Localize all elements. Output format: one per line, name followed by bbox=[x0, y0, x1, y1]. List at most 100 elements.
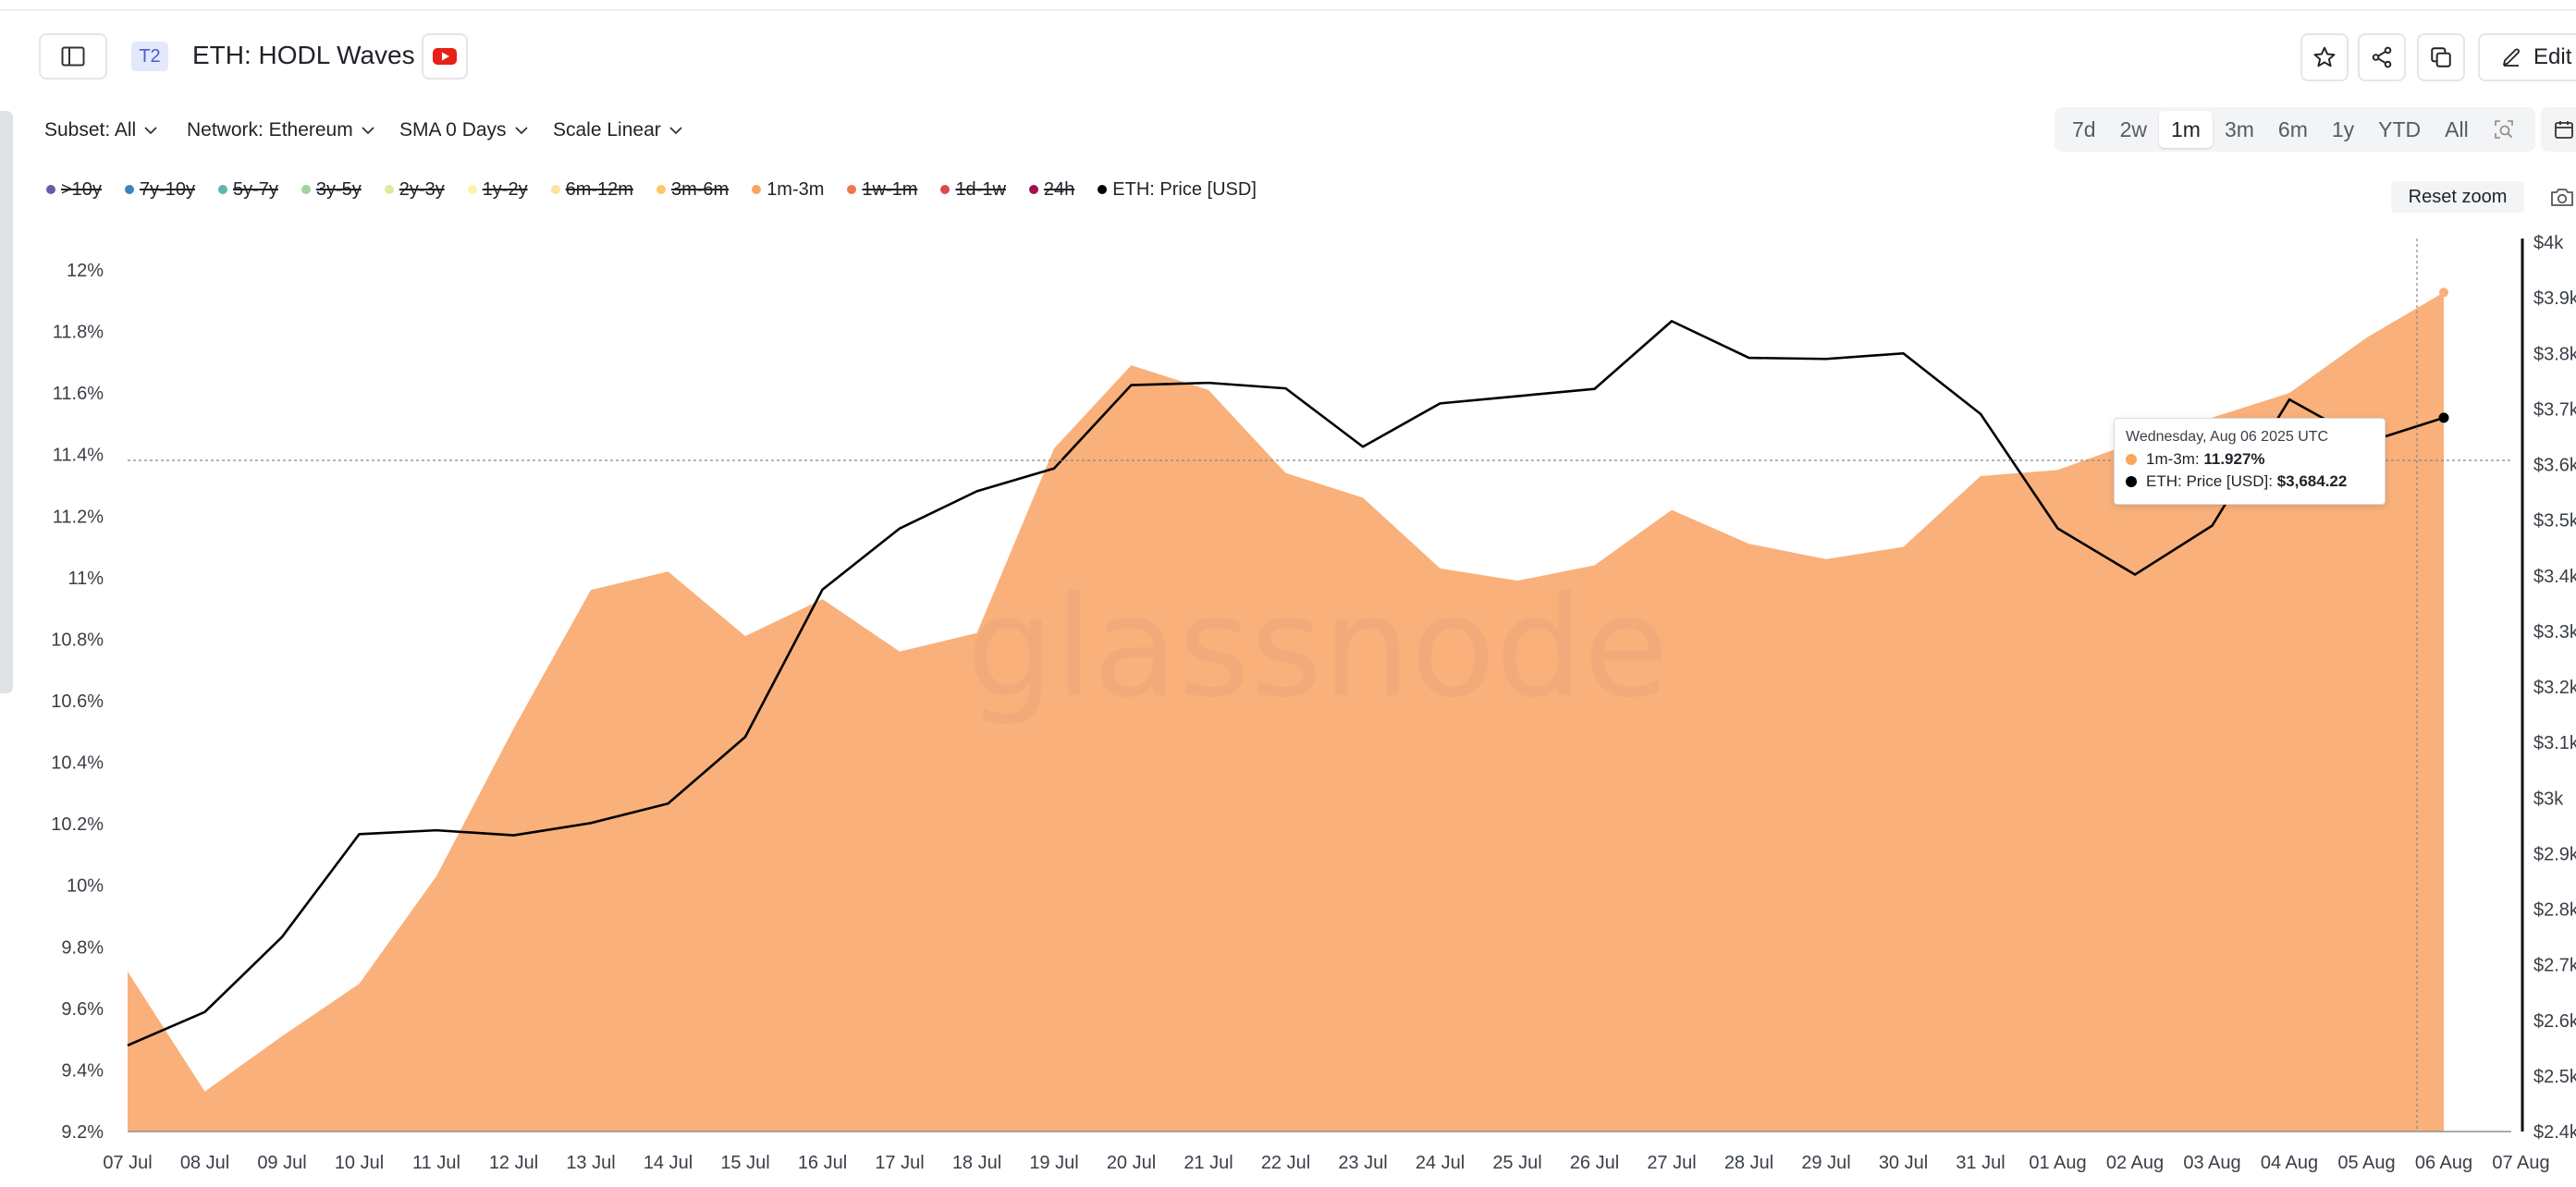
tier-badge: T2 bbox=[131, 42, 168, 71]
network-dropdown[interactable]: Network: Ethereum bbox=[187, 116, 375, 144]
y-right-tick-label: $3.6k bbox=[2533, 456, 2576, 476]
legend-label: 6m-12m bbox=[565, 179, 633, 200]
legend-label: 2y-3y bbox=[399, 179, 445, 200]
y-right-tick-label: $3.4k bbox=[2533, 567, 2576, 587]
tooltip-series-value: $3,684.22 bbox=[2276, 472, 2348, 490]
y-right-tick-label: $3.1k bbox=[2533, 733, 2576, 753]
range-1y[interactable]: 1y bbox=[2331, 116, 2355, 141]
legend-dot bbox=[847, 185, 857, 194]
y-left-tick-label: 10% bbox=[67, 876, 104, 897]
x-tick-label: 27 Jul bbox=[1647, 1153, 1696, 1173]
youtube-button[interactable] bbox=[422, 33, 468, 80]
x-tick-label: 03 Aug bbox=[2183, 1153, 2240, 1173]
legend-item-3y-5y[interactable]: 3y-5y bbox=[301, 176, 362, 203]
y-left-tick-label: 11.6% bbox=[53, 384, 104, 404]
export-image-button[interactable] bbox=[2548, 185, 2576, 209]
scale-dropdown[interactable]: Scale Linear bbox=[553, 116, 683, 144]
x-tick-label: 15 Jul bbox=[720, 1153, 769, 1173]
x-tick-label: 24 Jul bbox=[1416, 1153, 1465, 1173]
range-1m[interactable]: 1m bbox=[2159, 111, 2213, 148]
favorite-button[interactable] bbox=[2300, 33, 2349, 81]
legend-label: ETH: Price [USD] bbox=[1112, 179, 1257, 200]
date-picker-button[interactable] bbox=[2541, 107, 2576, 152]
legend-item-24h[interactable]: 24h bbox=[1028, 176, 1074, 203]
y-left-tick-label: 10.4% bbox=[51, 753, 104, 774]
toggle-sidebar-button[interactable] bbox=[39, 33, 107, 80]
share-icon bbox=[2372, 46, 2392, 68]
range-7d[interactable]: 7d bbox=[2072, 116, 2096, 141]
copy-icon bbox=[2431, 47, 2451, 67]
range-3m[interactable]: 3m bbox=[2224, 116, 2254, 141]
tooltip-series-name: 1m-3m bbox=[2146, 450, 2195, 468]
y-left-tick-label: 9.2% bbox=[61, 1122, 104, 1143]
chevron-down-icon bbox=[362, 127, 374, 135]
time-range-selector: 7d 2w 1m 3m 6m 1y YTD All bbox=[2055, 107, 2535, 152]
legend-item-1m-3m[interactable]: 1m-3m bbox=[752, 176, 824, 203]
tooltip-row-eth-price: ETH: Price [USD]: $3,684.22 bbox=[2126, 471, 2374, 493]
legend-item-7y-10y[interactable]: 7y-10y bbox=[124, 176, 195, 203]
x-tick-label: 05 Aug bbox=[2337, 1153, 2395, 1173]
reset-zoom-button[interactable]: Reset zoom bbox=[2391, 181, 2524, 213]
edit-button[interactable]: Edit bbox=[2478, 33, 2576, 81]
x-tick-label: 31 Jul bbox=[1956, 1153, 2005, 1173]
tooltip-dot bbox=[2126, 454, 2137, 465]
legend-label: 1y-2y bbox=[482, 179, 528, 200]
range-all[interactable]: All bbox=[2445, 116, 2469, 141]
x-tick-label: 02 Aug bbox=[2106, 1153, 2164, 1173]
legend-dot bbox=[124, 185, 134, 194]
x-tick-label: 14 Jul bbox=[644, 1153, 693, 1173]
legend-item-6m-12m[interactable]: 6m-12m bbox=[550, 176, 633, 203]
legend-label: 5y-7y bbox=[232, 179, 278, 200]
x-tick-label: 08 Jul bbox=[180, 1153, 229, 1173]
x-tick-label: 07 Aug bbox=[2492, 1153, 2549, 1173]
y-right-tick-label: $2.7k bbox=[2533, 956, 2576, 976]
y-right-tick-label: $3.9k bbox=[2533, 288, 2576, 309]
watermark: glassnode bbox=[966, 568, 1668, 728]
legend-dot bbox=[467, 185, 477, 194]
legend-item-2y-3y[interactable]: 2y-3y bbox=[384, 176, 445, 203]
network-value: Network: Ethereum bbox=[187, 119, 353, 141]
legend-label: 1w-1m bbox=[862, 179, 918, 200]
x-tick-label: 16 Jul bbox=[798, 1153, 847, 1173]
x-tick-label: 17 Jul bbox=[875, 1153, 924, 1173]
legend-label: 1d-1w bbox=[955, 179, 1006, 200]
x-tick-label: 26 Jul bbox=[1570, 1153, 1619, 1173]
legend-item-1d-1w[interactable]: 1d-1w bbox=[940, 176, 1006, 203]
legend-item-3m-6m[interactable]: 3m-6m bbox=[656, 176, 729, 203]
y-right-tick-label: $2.5k bbox=[2533, 1067, 2576, 1087]
range-6m[interactable]: 6m bbox=[2277, 116, 2308, 141]
x-tick-label: 21 Jul bbox=[1184, 1153, 1233, 1173]
y-left-tick-label: 11.4% bbox=[53, 446, 104, 466]
y-right-tick-label: $2.9k bbox=[2533, 844, 2576, 864]
x-tick-label: 06 Aug bbox=[2415, 1153, 2472, 1173]
share-button[interactable] bbox=[2358, 33, 2406, 81]
legend-item-eth-price[interactable]: ETH: Price [USD] bbox=[1098, 176, 1257, 203]
legend-label: 3y-5y bbox=[315, 179, 362, 200]
range-2w[interactable]: 2w bbox=[2119, 116, 2147, 141]
zoom-select-icon bbox=[2494, 120, 2513, 139]
legend-dot bbox=[301, 185, 311, 194]
legend-dot bbox=[46, 185, 55, 194]
x-tick-label: 01 Aug bbox=[2029, 1153, 2086, 1173]
scrollbar[interactable] bbox=[0, 111, 13, 693]
copy-button[interactable] bbox=[2417, 33, 2465, 81]
line-series-eth-price bbox=[127, 320, 2445, 1046]
legend-item-1y-2y[interactable]: 1y-2y bbox=[467, 176, 528, 203]
subset-dropdown[interactable]: Subset: All bbox=[44, 116, 158, 144]
legend-item-10y-plus[interactable]: >10y bbox=[46, 176, 102, 203]
tooltip-dot bbox=[2126, 476, 2137, 487]
y-left-tick-label: 10.8% bbox=[51, 630, 104, 650]
sma-dropdown[interactable]: SMA 0 Days bbox=[399, 116, 529, 144]
legend-item-1w-1m[interactable]: 1w-1m bbox=[847, 176, 917, 203]
range-ytd[interactable]: YTD bbox=[2378, 116, 2422, 141]
legend-label: >10y bbox=[61, 179, 102, 200]
x-tick-label: 29 Jul bbox=[1801, 1153, 1850, 1173]
y-right-tick-label: $3.8k bbox=[2533, 344, 2576, 364]
y-right-tick-label: $3k bbox=[2533, 789, 2564, 809]
hover-point-1m-3m bbox=[2439, 288, 2448, 298]
zoom-select-button[interactable] bbox=[2481, 111, 2527, 148]
y-left-tick-label: 10.6% bbox=[51, 691, 104, 712]
legend-item-5y-7y[interactable]: 5y-7y bbox=[217, 176, 278, 203]
y-left-tick-label: 11.2% bbox=[53, 507, 104, 527]
